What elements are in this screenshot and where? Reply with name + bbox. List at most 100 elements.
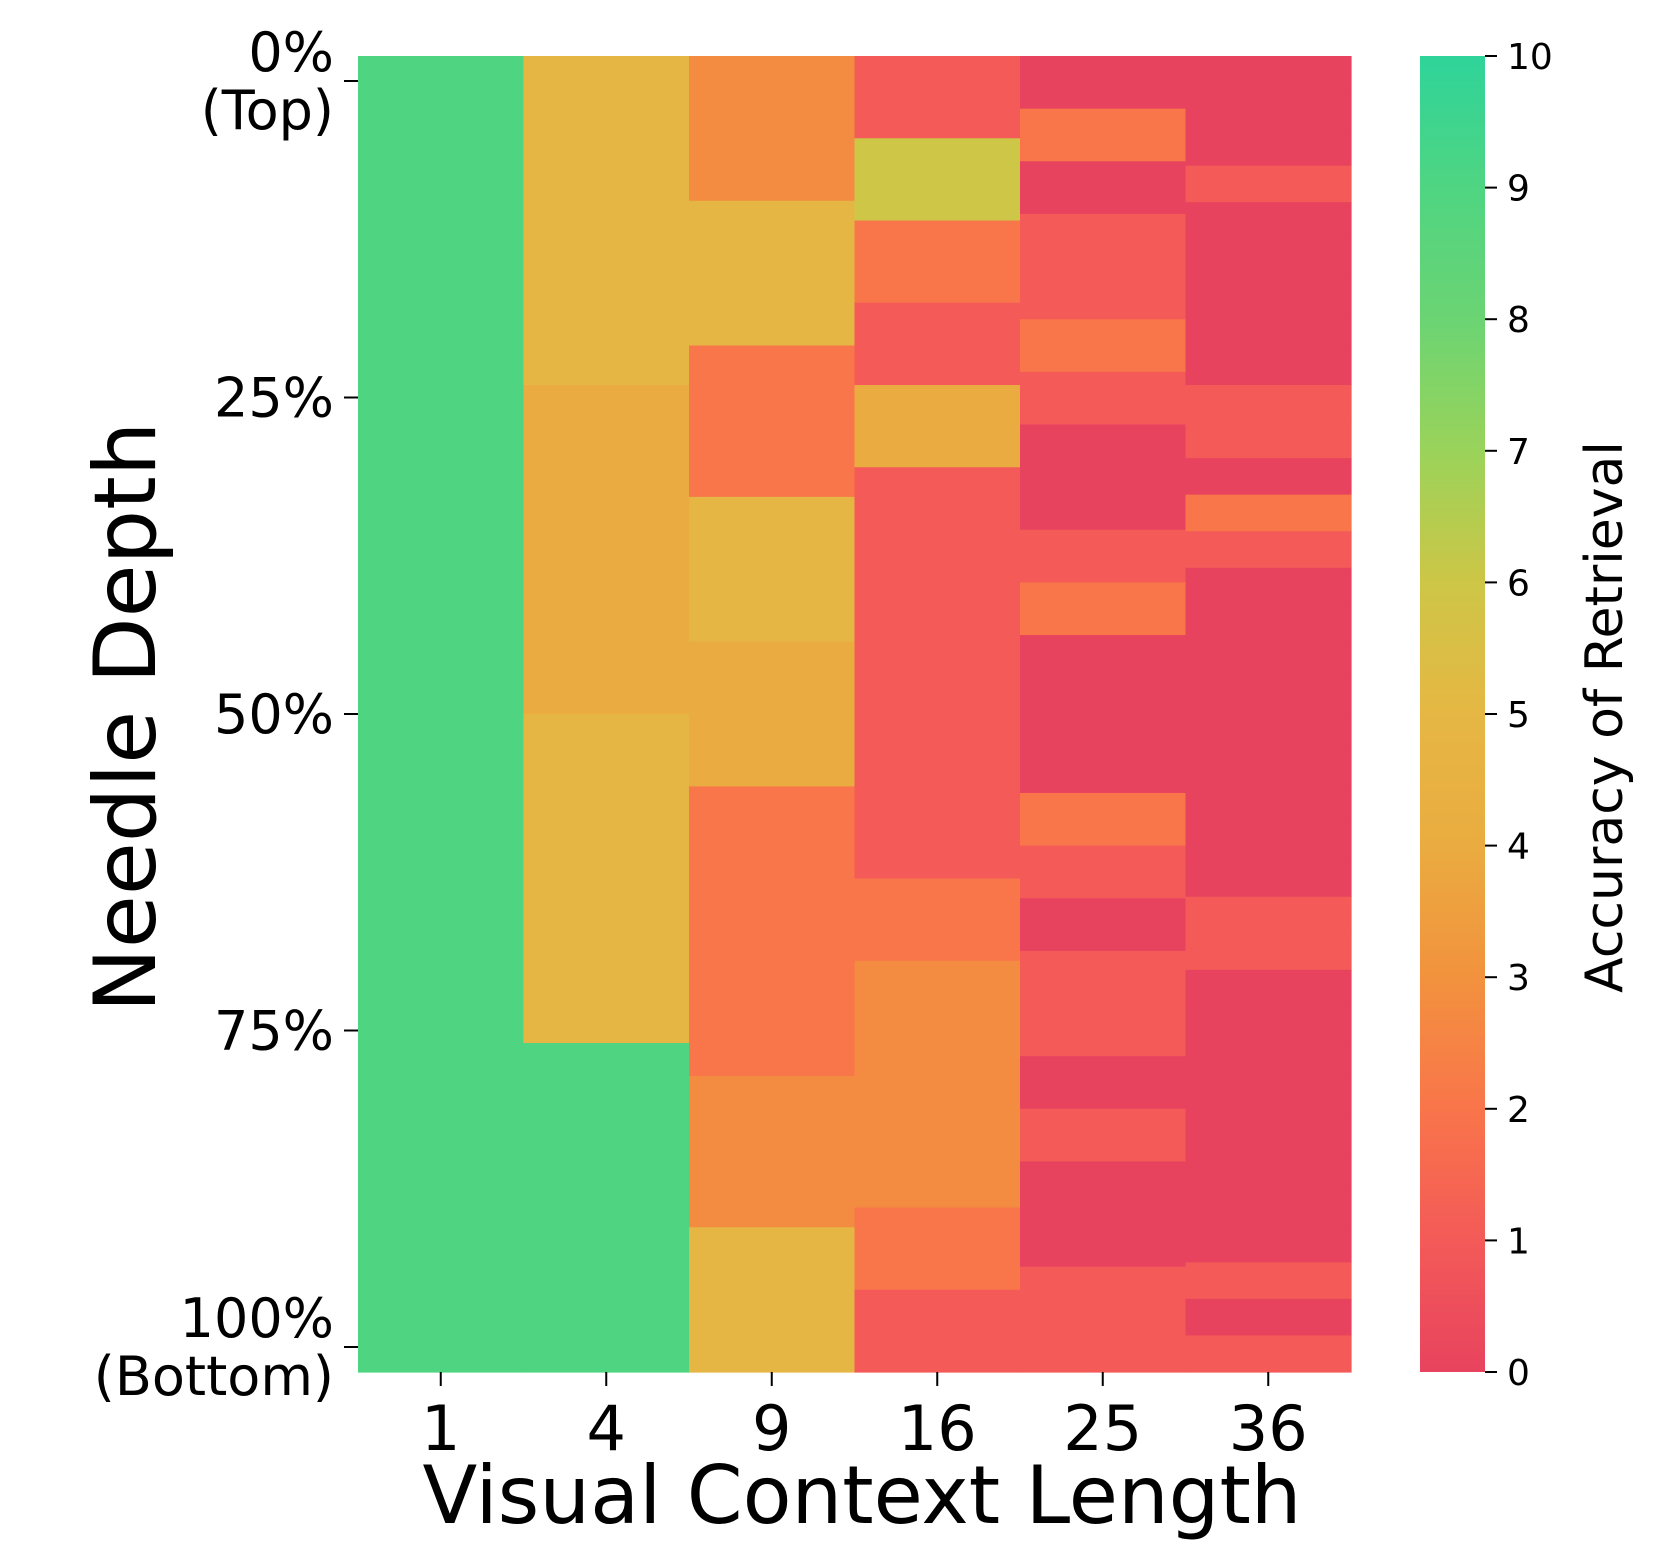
- colorbar-tick-label: 2: [1507, 1090, 1530, 1131]
- heatmap-cell: [1020, 266, 1187, 320]
- heatmap-cells: [358, 56, 1352, 1373]
- heatmap-cell: [854, 878, 1021, 962]
- heatmap-cell: [1185, 1189, 1352, 1227]
- heatmap-cell: [1185, 56, 1352, 94]
- heatmap-cell: [689, 786, 856, 1077]
- heatmap-cell: [1185, 823, 1352, 861]
- heatmap-cell: [1020, 1108, 1187, 1163]
- x-tick-label: 4: [587, 1392, 626, 1465]
- heatmap-cell: [854, 385, 1021, 468]
- colorbar-tick-label: 10: [1507, 37, 1553, 78]
- heatmap-cell: [1185, 1006, 1352, 1044]
- heatmap-cell: [1185, 385, 1352, 423]
- x-axis: 1 4 9 16 25 36: [421, 1372, 1308, 1465]
- heatmap-cell: [1185, 202, 1352, 240]
- heatmap-cell: [854, 467, 1021, 880]
- heatmap-cell: [1020, 161, 1187, 215]
- heatmap-cell: [1185, 567, 1352, 605]
- heatmap-cell: [523, 714, 690, 1044]
- heatmap-cell: [1185, 1225, 1352, 1263]
- colorbar-tick-label: 5: [1507, 695, 1530, 736]
- colorbar-label: Accuracy of Retrieval: [1575, 441, 1635, 993]
- heatmap-cell: [1185, 238, 1352, 276]
- heatmap-cell: [1185, 640, 1352, 679]
- colorbar-tick-label: 6: [1507, 563, 1530, 604]
- heatmap-cell: [1185, 933, 1352, 971]
- heatmap-cell: [1020, 108, 1187, 162]
- heatmap-cell: [1185, 275, 1352, 313]
- heatmap-cell: [854, 302, 1021, 386]
- heatmap-cell: [1020, 950, 1187, 1005]
- heatmap-cell: [1185, 896, 1352, 934]
- heatmap-cell: [1185, 531, 1352, 569]
- colorbar-bar: [1420, 56, 1485, 1372]
- heatmap-cell: [1185, 165, 1352, 203]
- heatmap-cell: [1020, 319, 1187, 373]
- colorbar-tick-label: 3: [1507, 958, 1530, 999]
- heatmap-cell: [1185, 677, 1352, 715]
- x-tick-label: 16: [898, 1392, 977, 1465]
- heatmap-cell: [523, 56, 690, 386]
- heatmap-cell: [854, 1289, 1021, 1373]
- heatmap-cell: [854, 220, 1021, 304]
- heatmap-cell: [1185, 1298, 1352, 1337]
- heatmap-cell: [854, 138, 1021, 222]
- y-tick-label-line: 50%: [214, 683, 334, 746]
- heatmap-cell: [689, 1075, 856, 1228]
- heatmap-cell: [1020, 1003, 1187, 1057]
- heatmap-cell: [1185, 494, 1352, 532]
- heatmap-cell: [1020, 740, 1187, 794]
- heatmap-cell: [1020, 635, 1187, 689]
- heatmap-cell: [1020, 792, 1187, 847]
- heatmap-cell: [1185, 348, 1352, 386]
- heatmap-cell: [1185, 714, 1352, 752]
- heatmap-cell: [1185, 1043, 1352, 1081]
- heatmap-cell: [1020, 898, 1187, 952]
- y-tick-label-line: 100%: [180, 1287, 334, 1350]
- heatmap-cell: [854, 56, 1021, 139]
- heatmap-cell: [1020, 1214, 1187, 1268]
- heatmap-cell: [689, 1227, 856, 1373]
- x-tick-label: 1: [421, 1392, 460, 1465]
- y-tick-label: 25%: [214, 367, 334, 430]
- colorbar-tick-label: 1: [1507, 1221, 1530, 1262]
- heatmap-cell: [1185, 969, 1352, 1008]
- colorbar-tick-label: 4: [1507, 827, 1530, 868]
- heatmap-cell: [1020, 845, 1187, 899]
- heatmap-cell: [1020, 582, 1187, 636]
- y-tick-label-line: (Bottom): [94, 1345, 334, 1408]
- heatmap-cell: [1185, 129, 1352, 167]
- heatmap-cell: [689, 496, 856, 643]
- heatmap-cell: [689, 200, 856, 347]
- y-tick-label-line: 0%: [248, 21, 334, 84]
- heatmap-cell: [1020, 371, 1187, 426]
- y-tick-label: 100% (Bottom): [94, 1287, 334, 1408]
- heatmap-cell: [1020, 529, 1187, 583]
- y-tick-label: 0% (Top): [201, 21, 334, 142]
- heatmap-cell: [1020, 1056, 1187, 1110]
- y-tick-label: 50%: [214, 683, 334, 746]
- heatmap-cell: [1185, 787, 1352, 825]
- heatmap-cell: [1185, 1079, 1352, 1117]
- y-axis-label: Needle Depth: [76, 422, 176, 1013]
- heatmap-cell: [1020, 1266, 1187, 1320]
- x-tick-label: 36: [1229, 1392, 1308, 1465]
- y-tick-label: 75%: [214, 1000, 334, 1063]
- heatmap-cell: [1185, 421, 1352, 459]
- y-tick-label-line: 75%: [214, 1000, 334, 1063]
- heatmap-cell: [1185, 1335, 1352, 1373]
- colorbar-tick-label: 7: [1507, 432, 1530, 473]
- heatmap-cell: [1185, 1116, 1352, 1154]
- heatmap-cell: [1020, 1319, 1187, 1373]
- heatmap-cell: [1185, 311, 1352, 350]
- heatmap-cell: [1020, 213, 1187, 268]
- heatmap-cell: [689, 56, 856, 202]
- y-axis: 0% (Top) 25% 50% 75% 100% (Bottom): [94, 21, 358, 1408]
- heatmap-cell: [1020, 424, 1187, 478]
- heatmap-cell: [358, 56, 525, 1373]
- colorbar-tick-label: 0: [1507, 1353, 1530, 1394]
- x-tick-label: 25: [1063, 1392, 1142, 1465]
- heatmap-cell: [1185, 92, 1352, 130]
